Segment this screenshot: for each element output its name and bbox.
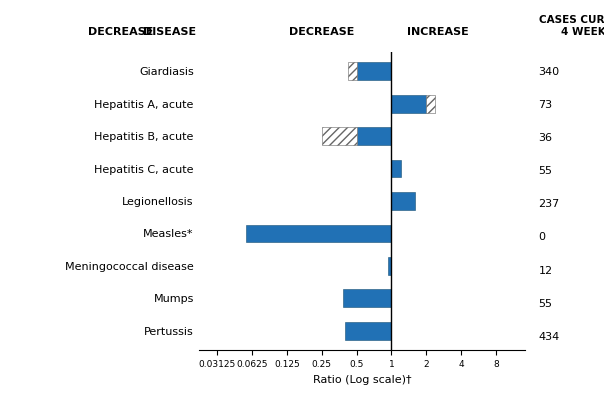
X-axis label: Ratio (Log scale)†: Ratio (Log scale)† — [313, 375, 412, 384]
Bar — [388, 257, 391, 275]
Bar — [345, 322, 391, 340]
Text: 36: 36 — [539, 133, 553, 143]
Bar — [391, 95, 426, 113]
Bar — [246, 224, 391, 242]
Bar — [391, 192, 415, 210]
Bar — [322, 127, 356, 145]
Bar — [343, 289, 391, 307]
Text: INCREASE: INCREASE — [406, 27, 468, 37]
Text: DISEASE: DISEASE — [143, 27, 196, 37]
Text: 55: 55 — [539, 166, 553, 176]
Text: 73: 73 — [539, 100, 553, 110]
Bar — [356, 127, 391, 145]
Text: 237: 237 — [539, 199, 560, 209]
Text: 55: 55 — [539, 299, 553, 309]
Text: DECREASE: DECREASE — [88, 27, 154, 37]
Text: 340: 340 — [539, 66, 560, 77]
Text: 434: 434 — [539, 332, 560, 342]
Bar — [356, 62, 391, 80]
Bar — [348, 62, 356, 80]
Text: 0: 0 — [539, 232, 545, 242]
Text: 12: 12 — [539, 265, 553, 276]
Text: DECREASE: DECREASE — [289, 27, 355, 37]
Bar — [391, 160, 400, 178]
Bar — [426, 95, 435, 113]
Text: CASES CURRENT
4 WEEKS: CASES CURRENT 4 WEEKS — [539, 15, 604, 37]
